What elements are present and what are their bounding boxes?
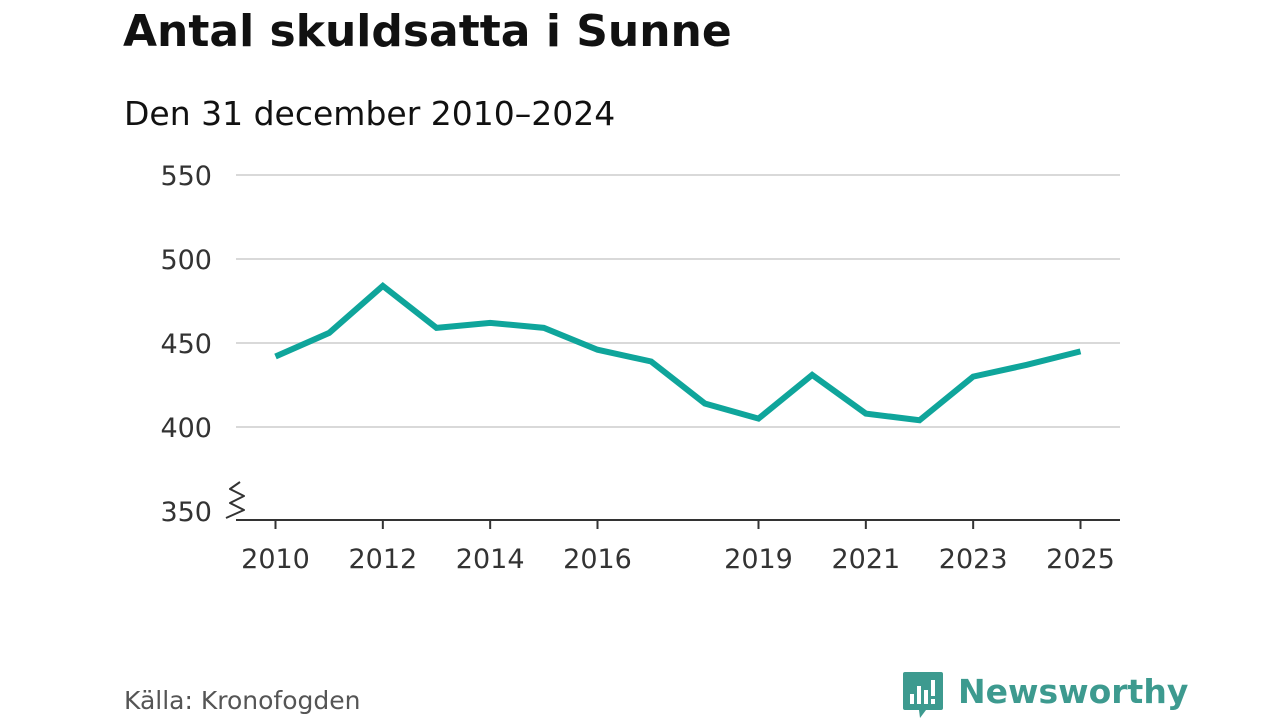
- brand-logo: Newsworthy: [902, 670, 1188, 720]
- y-tick-label-550: 550: [160, 161, 212, 192]
- x-tick-label-2012: 2012: [348, 544, 417, 575]
- y-tick-label-350: 350: [160, 497, 212, 528]
- x-axis: [225, 481, 1120, 529]
- y-tick-label-450: 450: [160, 329, 212, 360]
- chart-title: Antal skuldsatta i Sunne: [123, 6, 732, 57]
- series-layer: [274, 281, 1082, 424]
- x-tick-label-2019: 2019: [724, 544, 793, 575]
- gridlines: [236, 174, 1120, 428]
- y-tick-label-400: 400: [160, 413, 212, 444]
- series-line-0: [274, 281, 1082, 424]
- x-tick-label-2023: 2023: [939, 544, 1008, 575]
- x-tick-labels: 2010 2012 2014 2016 2019 2021 2023 2025: [241, 544, 1115, 575]
- x-tick-label-2025: 2025: [1046, 544, 1115, 575]
- newsworthy-logo-icon: [903, 672, 943, 718]
- brand-name: Newsworthy: [958, 672, 1189, 711]
- source-note: Källa: Kronofogden: [124, 686, 361, 715]
- x-tick-label-2021: 2021: [831, 544, 900, 575]
- x-tick-label-2014: 2014: [456, 544, 525, 575]
- axis-break-icon: [225, 481, 245, 519]
- chart-subtitle: Den 31 december 2010–2024: [124, 94, 616, 133]
- x-tick-label-2016: 2016: [563, 544, 632, 575]
- x-tick-label-2010: 2010: [241, 544, 310, 575]
- y-tick-label-500: 500: [160, 245, 212, 276]
- y-tick-labels: 350 400 450 500 550: [160, 161, 212, 528]
